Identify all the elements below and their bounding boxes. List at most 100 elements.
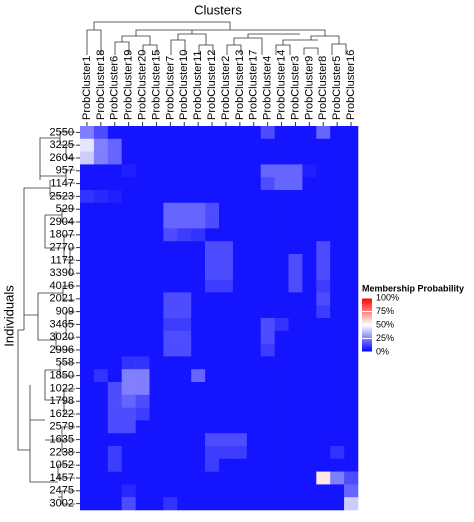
heatmap-cell	[177, 254, 192, 268]
heatmap-cell	[93, 343, 109, 357]
heatmap-cell	[274, 394, 289, 408]
heatmap-cell	[121, 446, 136, 460]
heatmap-cell	[135, 177, 150, 191]
heatmap-cell	[260, 202, 275, 216]
heatmap-cell	[107, 394, 122, 408]
heatmap-cell	[219, 190, 234, 204]
heatmap-cell	[330, 484, 345, 498]
heatmap-cell	[219, 151, 234, 165]
heatmap-cell	[330, 202, 345, 216]
heatmap-cell	[149, 279, 164, 293]
heatmap-cell	[93, 484, 109, 498]
colorbar-label: 25%	[376, 333, 394, 343]
colorbar-label: 0%	[376, 346, 389, 356]
heatmap-cell	[107, 228, 122, 242]
heatmap-cell	[135, 164, 150, 178]
heatmap-cell	[274, 343, 289, 357]
heatmap-cell	[191, 433, 206, 447]
heatmap-cell	[274, 407, 289, 421]
y-tick-label: 2475	[50, 485, 74, 497]
heatmap-cell	[246, 292, 261, 306]
heatmap-cell	[260, 343, 275, 357]
heatmap-cell	[177, 305, 192, 319]
heatmap-cell	[260, 446, 275, 460]
heatmap-cell	[219, 471, 234, 485]
x-tick-label: ProbCluster8	[317, 56, 329, 120]
heatmap-cell	[330, 318, 345, 332]
heatmap-cell	[246, 318, 261, 332]
heatmap-cell	[232, 458, 248, 472]
heatmap-cell	[344, 433, 359, 447]
heatmap-cell	[260, 330, 275, 344]
heatmap-cell	[177, 471, 192, 485]
heatmap-cell	[107, 458, 122, 472]
heatmap-cell	[191, 343, 206, 357]
heatmap-cell	[219, 138, 234, 152]
heatmap-cell	[149, 446, 164, 460]
y-tick-label: 957	[56, 165, 74, 177]
heatmap-cell	[121, 151, 136, 165]
heatmap-cell	[260, 254, 275, 268]
heatmap-cell	[246, 420, 261, 434]
y-tick-label: 1798	[50, 395, 74, 407]
heatmap-cell	[80, 292, 95, 306]
heatmap-cell	[344, 318, 359, 332]
heatmap-cell	[93, 279, 109, 293]
heatmap-cell	[302, 126, 317, 140]
heatmap-cell	[330, 343, 345, 357]
heatmap-cell	[149, 318, 164, 332]
heatmap-cell	[219, 356, 234, 370]
heatmap-cell	[232, 177, 248, 191]
heatmap-cell	[246, 382, 261, 396]
heatmap-cell	[121, 164, 136, 178]
heatmap-cell	[316, 138, 331, 152]
heatmap-cell	[135, 228, 150, 242]
heatmap-cell	[302, 190, 317, 204]
heatmap-cell	[344, 343, 359, 357]
heatmap-cell	[232, 433, 248, 447]
heatmap-cell	[149, 356, 164, 370]
heatmap-cell	[177, 164, 192, 178]
heatmap-cell	[107, 356, 122, 370]
heatmap-cell	[205, 369, 220, 383]
x-tick-label: ProbCluster15	[150, 50, 162, 120]
heatmap-cell	[288, 471, 303, 485]
heatmap-cell	[288, 202, 303, 216]
heatmap-cell	[330, 164, 345, 178]
heatmap-cell	[330, 330, 345, 344]
heatmap-cell	[274, 164, 289, 178]
x-tick-label: ProbCluster13	[234, 50, 246, 120]
heatmap-cell	[93, 138, 109, 152]
heatmap-cell	[316, 202, 331, 216]
heatmap-cell	[246, 484, 261, 498]
heatmap-cell	[330, 497, 345, 511]
heatmap-cell	[107, 382, 122, 396]
heatmap-cell	[163, 292, 178, 306]
heatmap-cell	[246, 356, 261, 370]
heatmap-cell	[107, 305, 122, 319]
heatmap-cell	[302, 228, 317, 242]
heatmap-cell	[107, 318, 122, 332]
heatmap-cell	[205, 382, 220, 396]
heatmap-cell	[316, 394, 331, 408]
heatmap-cell	[177, 126, 192, 140]
heatmap-cell	[149, 305, 164, 319]
heatmap-cell	[191, 266, 206, 280]
heatmap-cell	[163, 407, 178, 421]
heatmap-cell	[330, 266, 345, 280]
heatmap-cell	[260, 138, 275, 152]
heatmap-cell	[107, 279, 122, 293]
heatmap-cell	[205, 177, 220, 191]
heatmap-cell	[260, 369, 275, 383]
heatmap-cell	[121, 318, 136, 332]
heatmap-cell	[302, 471, 317, 485]
heatmap-cell	[149, 330, 164, 344]
heatmap-cell	[330, 433, 345, 447]
heatmap-cell	[260, 382, 275, 396]
heatmap-cell	[191, 471, 206, 485]
heatmap-cell	[330, 228, 345, 242]
heatmap-cell	[246, 190, 261, 204]
heatmap-cell	[246, 446, 261, 460]
y-tick-label: 2996	[50, 344, 74, 356]
x-tick-label: ProbCluster3	[289, 56, 301, 120]
